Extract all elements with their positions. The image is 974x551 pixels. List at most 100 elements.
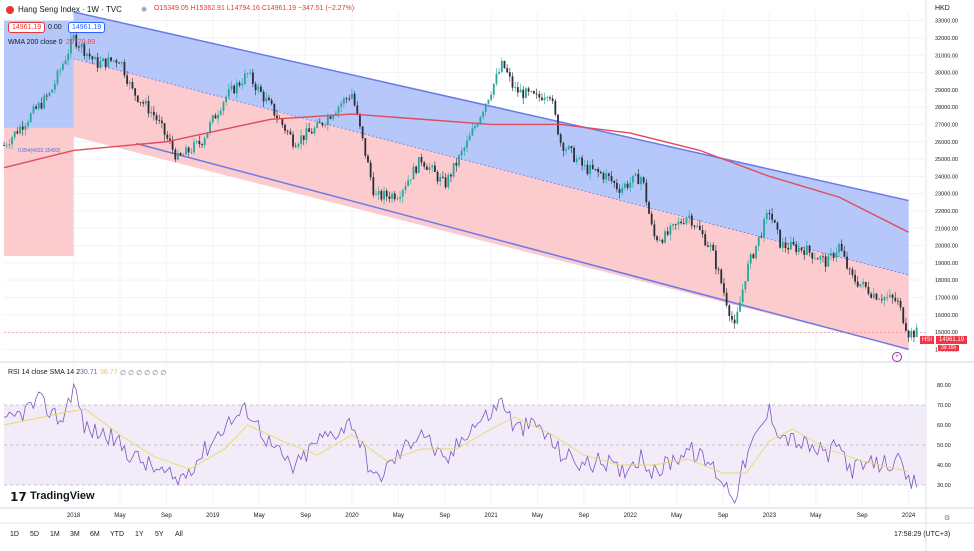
candle [345,96,348,104]
candle-body [251,72,254,84]
candle [286,129,289,136]
candle-body [792,241,795,245]
candle-body [541,97,543,101]
timeframe-3m[interactable]: 3M [70,531,80,538]
candle [305,123,308,145]
candle-body [725,292,728,306]
candle-body [227,89,230,97]
candle-body [155,115,158,121]
candle-body [755,245,757,259]
candle [867,281,870,296]
candle [492,83,495,99]
timeframe-6m[interactable]: 6M [90,531,100,538]
candle-body [723,283,725,293]
sell-price-button[interactable]: 14961.19 [8,22,46,33]
timeframe-5y[interactable]: 5Y [155,531,164,538]
timeframe-ytd[interactable]: YTD [110,531,124,538]
timeframe-all[interactable]: All [175,531,183,538]
candle [270,98,273,106]
candle-body [262,91,265,102]
candle-body [80,44,83,48]
candle [59,67,62,76]
candle [233,84,236,95]
symbol-title[interactable]: Hang Seng Index · 1W · TVC [18,5,122,14]
clock-display[interactable]: 17:58:29 (UTC+3) [894,531,951,538]
candle-body [115,60,118,63]
candle [549,95,551,102]
candle-body [838,243,840,253]
candle-body [656,236,658,241]
candle-body [666,231,669,235]
x-tick-label: Sep [857,513,868,519]
bar-countdown: 3d 16h [938,345,960,351]
candle [182,152,185,156]
candle-body [586,164,589,174]
candle-body [800,247,803,251]
candle [13,130,16,141]
rsi-indicator-label[interactable]: RSI 14 close SMA 14 2 [8,369,80,376]
candle-body [139,101,142,103]
candle [369,159,372,181]
candle-body [581,157,583,166]
candle [123,59,126,78]
candle-body [690,215,693,226]
timeframe-1y[interactable]: 1Y [135,531,144,538]
wma-indicator-value: 20770.89 [66,39,96,46]
x-tick-label: May [393,513,404,519]
candle-body [495,73,498,84]
buy-price-button[interactable]: 14961.19 [68,22,106,33]
candle [779,229,782,249]
candle-body [407,180,410,187]
candle [637,169,640,185]
candle-body [185,147,187,155]
candle-body [265,97,268,102]
candle [648,200,650,215]
candle [763,216,765,242]
candle-body [340,103,343,107]
candle-body [610,175,613,181]
candle [824,253,827,272]
candle [674,223,677,230]
candle [179,152,182,157]
candle [460,147,463,161]
candle-body [816,258,819,260]
candle [632,175,634,188]
candle [768,209,771,220]
candle-body [867,286,870,294]
candle [894,292,897,303]
candle [254,81,257,96]
y-tick-label: 29000.00 [935,88,958,94]
eye-icon[interactable]: ◉ [141,6,148,13]
candle-body [452,162,455,177]
candle-body [37,102,40,109]
candle-body [875,293,878,300]
timeframe-1m[interactable]: 1M [50,531,60,538]
candle-body [765,212,768,220]
candle [313,125,316,136]
candle [399,191,401,203]
candle-body [24,125,27,130]
candle-body [329,116,332,119]
candle-body [142,102,145,104]
timeframe-1d[interactable]: 1D [10,531,19,538]
alert-icon[interactable]: + [892,352,902,362]
candle [490,91,492,102]
settings-gear-icon[interactable]: ⚙ [944,515,951,522]
wma-indicator-label[interactable]: WMA 200 close 0 [8,39,63,46]
candle-body [190,152,193,154]
candle-body [589,164,592,174]
candle [302,135,305,146]
candle-body [233,85,236,94]
candle [551,95,554,105]
candle-body [334,113,337,116]
candle-body [899,300,902,308]
candle-body [436,172,439,182]
candle [246,72,249,78]
timeframe-5d[interactable]: 5D [30,531,39,538]
candle [276,109,278,124]
candle-body [907,330,910,338]
candle [431,163,434,173]
candle-body [230,85,233,90]
